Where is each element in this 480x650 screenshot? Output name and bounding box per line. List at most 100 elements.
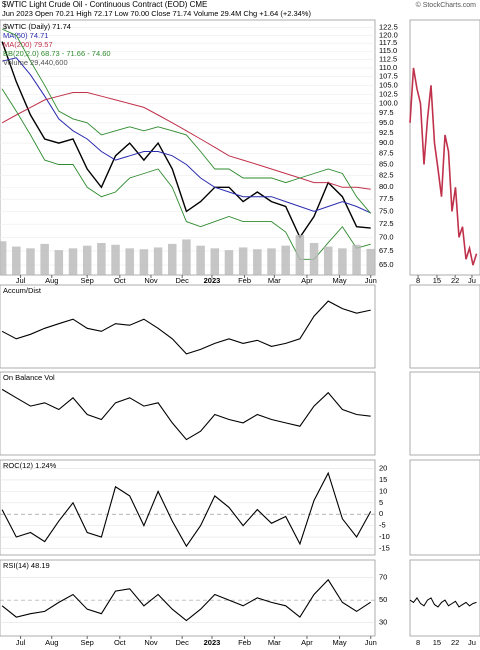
volume-bar [68, 248, 78, 275]
watermark: © StockCharts.com [416, 1, 477, 9]
volume-bar [111, 244, 120, 275]
y-tick-label: 80.0 [379, 182, 394, 191]
y-tick-label: 10 [379, 486, 387, 495]
x-tick-label: Dec [176, 638, 190, 647]
x-tick-label: Feb [238, 638, 251, 647]
y-tick-label: -15 [379, 543, 390, 552]
x-tick-label: Dec [176, 276, 190, 285]
y-tick-label: 115.0 [379, 46, 397, 55]
bollinger-upper [1, 28, 372, 214]
accum-panel [0, 284, 376, 369]
x-tick-label: Mar [268, 638, 281, 647]
y-tick-label: 95.0 [379, 118, 394, 127]
x-tick-label: 22 [451, 638, 459, 647]
x-tick-label: Ju [468, 638, 476, 647]
legend-entry: BB(20,2.0) 68.73 - 71.66 - 74.60 [3, 49, 111, 58]
volume-bar [224, 250, 234, 275]
x-tick-label: 2023 [204, 638, 221, 647]
panel-title: On Balance Vol [3, 373, 55, 382]
x-tick-label: Jun [365, 276, 377, 285]
zoom-roc-panel [409, 459, 480, 556]
y-tick-label: 65.0 [379, 260, 394, 269]
zoom-rsi-panel [409, 559, 480, 637]
x-tick-label: Nov [144, 638, 158, 647]
y-tick-label: 82.5 [379, 171, 394, 180]
volume-bar [238, 247, 248, 275]
x-tick-label: Mar [268, 276, 281, 285]
y-tick-label: -10 [379, 532, 390, 541]
x-tick-label: 8 [416, 638, 420, 647]
y-tick-label: 70 [379, 573, 387, 582]
price-line [1, 41, 371, 239]
x-tick-label: Aug [45, 638, 58, 647]
bollinger-lower [1, 88, 371, 260]
y-tick-label: 92.5 [379, 128, 394, 137]
y-tick-label: 102.5 [379, 89, 398, 98]
y-tick-label: 100.0 [379, 99, 398, 108]
volume-bar [366, 248, 375, 275]
x-tick-label: Sep [81, 276, 94, 285]
volume-bar [125, 248, 134, 275]
y-tick-label: 20 [379, 464, 387, 473]
y-tick-label: 67.5 [379, 246, 394, 255]
x-tick-label: Jun [365, 638, 377, 647]
volume-bar [182, 239, 191, 275]
zoom-price-panel [409, 19, 480, 276]
volume-bar [40, 243, 49, 275]
indicator-line [1, 578, 372, 622]
y-tick-label: 70.0 [379, 232, 394, 241]
x-tick-label: Aug [45, 276, 58, 285]
chart-subtitle: Jun 2023 Open 70.21 High 72.17 Low 70.00… [2, 9, 311, 18]
legend-entry: MA(200) 79.57 [3, 40, 53, 49]
y-tick-label: 85.0 [379, 160, 394, 169]
y-tick-label: 122.5 [379, 23, 398, 32]
y-tick-label: 87.5 [379, 149, 394, 158]
x-tick-label: Sep [81, 638, 94, 647]
volume-bar [210, 248, 220, 275]
volume-bar [309, 243, 319, 275]
y-tick-label: 75.0 [379, 206, 394, 215]
x-tick-label: May [332, 638, 346, 647]
y-tick-label: 112.5 [379, 54, 397, 63]
x-tick-label: Apr [301, 276, 313, 285]
volume-bar [26, 248, 35, 275]
legend-entry: MA(50) 74.71 [3, 31, 48, 40]
y-tick-label: 110.0 [379, 63, 397, 72]
y-tick-label: 30 [379, 618, 387, 627]
x-tick-label: Nov [144, 276, 158, 285]
y-tick-label: -5 [379, 521, 386, 530]
roc-panel [0, 459, 376, 556]
volume-bar [323, 246, 333, 275]
x-tick-label: 22 [451, 276, 459, 285]
volume-bar [267, 248, 276, 275]
x-tick-label: 8 [416, 276, 420, 285]
volume-bar [54, 250, 64, 275]
x-tick-label: Jul [16, 638, 26, 647]
indicator-line [1, 388, 371, 441]
volume-bar [281, 245, 290, 275]
x-tick-label: Feb [238, 276, 251, 285]
volume-bar [82, 245, 92, 275]
y-tick-label: 72.5 [379, 219, 394, 228]
volume-bar [295, 235, 305, 275]
chart-title: $WTIC Light Crude Oil - Continuous Contr… [2, 0, 207, 9]
zoom-rsi-line [409, 597, 477, 608]
rsi-panel [0, 559, 376, 637]
y-tick-label: 105.0 [379, 80, 398, 89]
panel-title: Accum/Dist [3, 286, 42, 295]
y-tick-label: 50 [379, 595, 387, 604]
panel-title: ROC(12) 1.24% [3, 461, 57, 470]
indicator-line [1, 300, 371, 355]
x-tick-label: Apr [301, 638, 313, 647]
volume-bar [97, 243, 106, 275]
x-tick-label: Oct [114, 276, 127, 285]
price-line [1, 57, 371, 214]
volume-bar [338, 248, 347, 275]
obv-panel [0, 371, 376, 456]
volume-bar [253, 249, 262, 275]
x-tick-label: 2023 [204, 276, 221, 285]
y-tick-label: 120.0 [379, 30, 398, 39]
y-tick-label: 15 [379, 475, 387, 484]
